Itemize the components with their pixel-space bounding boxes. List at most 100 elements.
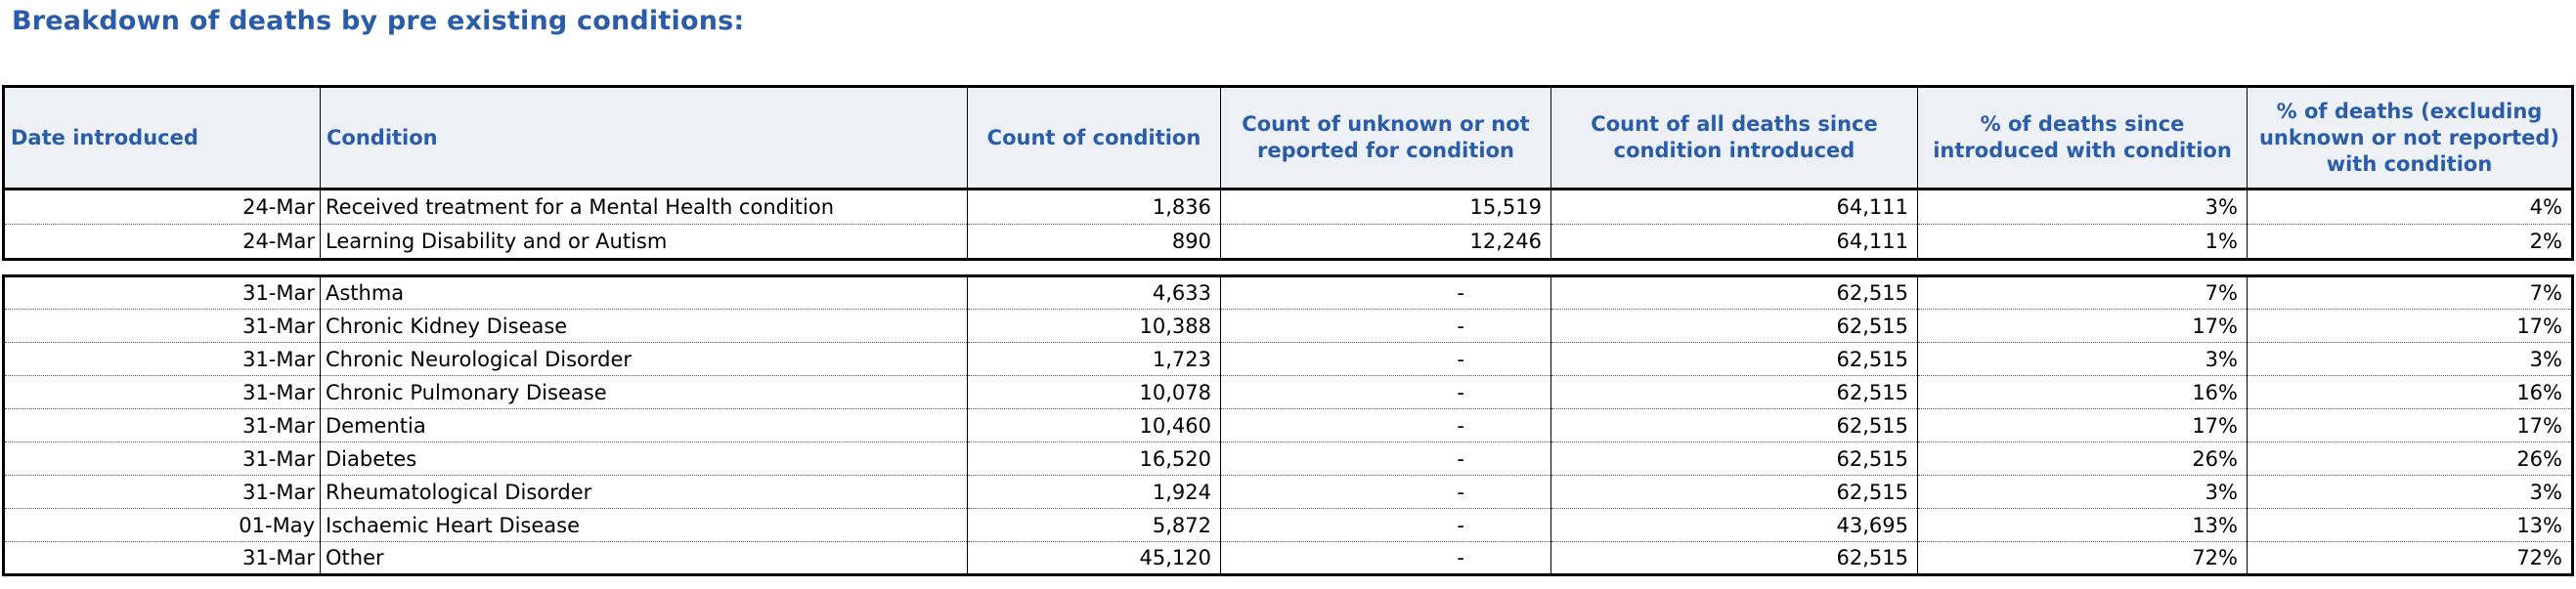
pct-excl-cell[interactable]: 17% — [2247, 309, 2573, 343]
table-row: 31-Mar Chronic Kidney Disease 10,388-62,51… — [3, 309, 2573, 343]
pct-since-cell[interactable]: 7% — [1917, 275, 2248, 310]
all-deaths-cell[interactable]: 64,111 — [1550, 189, 1918, 225]
count-cell[interactable]: 4,633 — [967, 275, 1221, 310]
table-row: 31-Mar Other 45,120-62,515 72% 72% — [3, 541, 2573, 575]
pct-excl-cell[interactable]: 4% — [2247, 189, 2573, 225]
date-cell[interactable]: 31-Mar — [3, 408, 321, 442]
conditions-table: Date introduced Condition Count of condi… — [2, 85, 2574, 576]
all-deaths-cell[interactable]: 62,515 — [1550, 342, 1918, 376]
table-row: 31-Mar Diabetes 16,520-62,515 26% 26% — [3, 442, 2573, 476]
header-pct-since-introduced[interactable]: % of deaths since introduced with condit… — [1917, 86, 2248, 190]
table-row: 24-Mar Learning Disability and or Autism 8… — [3, 224, 2573, 260]
condition-cell[interactable]: Rheumatological Disorder — [320, 475, 968, 509]
pct-excl-cell[interactable]: 26% — [2247, 442, 2573, 476]
condition-cell[interactable]: Ischaemic Heart Disease — [320, 508, 968, 542]
pct-since-cell[interactable]: 3% — [1917, 342, 2248, 376]
date-cell[interactable]: 31-Mar — [3, 309, 321, 343]
table-row: 31-Mar Chronic Neurological Disorder 1,723… — [3, 342, 2573, 376]
pct-since-cell[interactable]: 3% — [1917, 475, 2248, 509]
all-deaths-cell[interactable]: 62,515 — [1550, 408, 1918, 442]
count-cell[interactable]: 1,723 — [967, 342, 1221, 376]
table-row: 01-May Ischaemic Heart Disease 5,872-43,69… — [3, 508, 2573, 542]
pct-excl-cell[interactable]: 72% — [2247, 541, 2573, 575]
unknown-count-cell[interactable]: - — [1220, 275, 1551, 310]
unknown-count-cell[interactable]: - — [1220, 508, 1551, 542]
header-count-of-condition[interactable]: Count of condition — [967, 86, 1221, 190]
date-cell[interactable]: 31-Mar — [3, 541, 321, 575]
count-cell[interactable]: 1,836 — [967, 189, 1221, 225]
pct-since-cell[interactable]: 72% — [1917, 541, 2248, 575]
pct-excl-cell[interactable]: 2% — [2247, 224, 2573, 260]
table-body-section-1: 24-Mar Received treatment for a Mental He… — [3, 189, 2573, 260]
date-cell[interactable]: 31-Mar — [3, 442, 321, 476]
unknown-count-cell[interactable]: - — [1220, 375, 1551, 409]
condition-cell[interactable]: Learning Disability and or Autism — [320, 224, 968, 260]
pct-since-cell[interactable]: 13% — [1917, 508, 2248, 542]
all-deaths-cell[interactable]: 64,111 — [1550, 224, 1918, 260]
condition-cell[interactable]: Other — [320, 541, 968, 575]
table-row: 31-Mar Asthma 4,633-62,515 7% 7% — [3, 275, 2573, 310]
pct-since-cell[interactable]: 16% — [1917, 375, 2248, 409]
all-deaths-cell[interactable]: 62,515 — [1550, 275, 1918, 310]
unknown-count-cell[interactable]: 15,519 — [1220, 189, 1551, 225]
date-cell[interactable]: 31-Mar — [3, 342, 321, 376]
conditions-table-section-1: Date introduced Condition Count of condi… — [2, 85, 2574, 261]
conditions-table-section-2: 31-Mar Asthma 4,633-62,515 7% 7% 31-Mar Chroni… — [2, 274, 2574, 576]
table-header-row: Date introduced Condition Count of condi… — [3, 86, 2573, 190]
unknown-count-cell[interactable]: - — [1220, 475, 1551, 509]
count-cell[interactable]: 45,120 — [967, 541, 1221, 575]
header-count-all-deaths[interactable]: Count of all deaths since condition intr… — [1550, 86, 1918, 190]
count-cell[interactable]: 5,872 — [967, 508, 1221, 542]
pct-excl-cell[interactable]: 16% — [2247, 375, 2573, 409]
pct-since-cell[interactable]: 26% — [1917, 442, 2248, 476]
all-deaths-cell[interactable]: 62,515 — [1550, 309, 1918, 343]
count-cell[interactable]: 1,924 — [967, 475, 1221, 509]
condition-cell[interactable]: Dementia — [320, 408, 968, 442]
all-deaths-cell[interactable]: 62,515 — [1550, 541, 1918, 575]
condition-cell[interactable]: Chronic Kidney Disease — [320, 309, 968, 343]
unknown-count-cell[interactable]: 12,246 — [1220, 224, 1551, 260]
all-deaths-cell[interactable]: 62,515 — [1550, 375, 1918, 409]
all-deaths-cell[interactable]: 43,695 — [1550, 508, 1918, 542]
table-row: 31-Mar Rheumatological Disorder 1,924-62,5… — [3, 475, 2573, 509]
date-cell[interactable]: 31-Mar — [3, 275, 321, 310]
count-cell[interactable]: 10,078 — [967, 375, 1221, 409]
unknown-count-cell[interactable]: - — [1220, 541, 1551, 575]
date-cell[interactable]: 01-May — [3, 508, 321, 542]
unknown-count-cell[interactable]: - — [1220, 408, 1551, 442]
header-pct-excluding-unknown[interactable]: % of deaths (excluding unknown or not re… — [2247, 86, 2573, 190]
pct-excl-cell[interactable]: 13% — [2247, 508, 2573, 542]
header-count-unknown[interactable]: Count of unknown or not reported for con… — [1220, 86, 1551, 190]
pct-since-cell[interactable]: 1% — [1917, 224, 2248, 260]
header-date-introduced[interactable]: Date introduced — [3, 86, 321, 190]
pct-excl-cell[interactable]: 3% — [2247, 342, 2573, 376]
unknown-count-cell[interactable]: - — [1220, 442, 1551, 476]
date-cell[interactable]: 24-Mar — [3, 224, 321, 260]
count-cell[interactable]: 10,388 — [967, 309, 1221, 343]
pct-since-cell[interactable]: 17% — [1917, 309, 2248, 343]
pct-since-cell[interactable]: 3% — [1917, 189, 2248, 225]
date-cell[interactable]: 24-Mar — [3, 189, 321, 225]
all-deaths-cell[interactable]: 62,515 — [1550, 475, 1918, 509]
condition-cell[interactable]: Chronic Pulmonary Disease — [320, 375, 968, 409]
all-deaths-cell[interactable]: 62,515 — [1550, 442, 1918, 476]
table-body-section-2: 31-Mar Asthma 4,633-62,515 7% 7% 31-Mar Chroni… — [3, 275, 2573, 575]
table-row: 31-Mar Chronic Pulmonary Disease 10,078-62… — [3, 375, 2573, 409]
condition-cell[interactable]: Received treatment for a Mental Health c… — [320, 189, 968, 225]
count-cell[interactable]: 10,460 — [967, 408, 1221, 442]
date-cell[interactable]: 31-Mar — [3, 475, 321, 509]
count-cell[interactable]: 890 — [967, 224, 1221, 260]
condition-cell[interactable]: Diabetes — [320, 442, 968, 476]
condition-cell[interactable]: Asthma — [320, 275, 968, 310]
unknown-count-cell[interactable]: - — [1220, 342, 1551, 376]
header-condition[interactable]: Condition — [320, 86, 968, 190]
date-cell[interactable]: 31-Mar — [3, 375, 321, 409]
pct-excl-cell[interactable]: 7% — [2247, 275, 2573, 310]
pct-excl-cell[interactable]: 17% — [2247, 408, 2573, 442]
pct-excl-cell[interactable]: 3% — [2247, 475, 2573, 509]
pct-since-cell[interactable]: 17% — [1917, 408, 2248, 442]
unknown-count-cell[interactable]: - — [1220, 309, 1551, 343]
count-cell[interactable]: 16,520 — [967, 442, 1221, 476]
condition-cell[interactable]: Chronic Neurological Disorder — [320, 342, 968, 376]
